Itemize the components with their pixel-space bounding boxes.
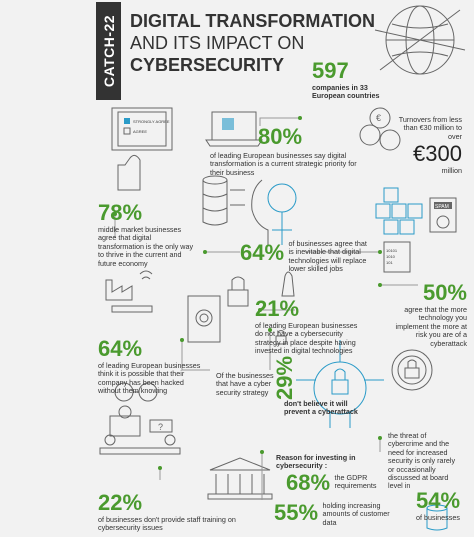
stat-29-text: don't believe it will prevent a cyberatt… — [284, 399, 358, 417]
stat-29-value: 29% — [272, 355, 297, 400]
svg-text:€: € — [376, 113, 381, 123]
stat-50-value: 50% — [422, 280, 467, 305]
stat-78: 78% middle market businesses agree that … — [98, 200, 198, 268]
stat-68-text: the GDPR requirements — [334, 473, 377, 491]
stat-54-tail: of businesses — [416, 513, 460, 522]
spam-label: SPAM — [435, 204, 449, 210]
cubes-icon — [375, 187, 423, 235]
small-padlock-icon — [275, 330, 287, 345]
stat-54: 54% of businesses — [416, 488, 474, 522]
stat-68-value: 68% — [286, 470, 331, 495]
stat-21-value: 21% — [255, 296, 300, 321]
svg-text:?: ? — [158, 422, 163, 432]
survey-label-1: STRONGLY AGREE — [133, 119, 170, 124]
svg-text:10101: 10101 — [386, 248, 398, 253]
stat-80-text: of leading European businesses say digit… — [210, 151, 357, 177]
stat-21: 21% of leading European businesses do no… — [255, 296, 365, 356]
euro-coins-icon: € — [359, 107, 401, 151]
stat-55-value: 55% — [274, 500, 319, 525]
handcuffs-icon — [114, 382, 158, 402]
companies-text: companies in 33 European countries — [312, 83, 380, 101]
stat-55-text: holding increasing amounts of customer d… — [322, 501, 390, 527]
stat-68-pre: Reason for investing in cybersecurity : — [276, 453, 356, 471]
stat-54-value: 54% — [416, 488, 461, 513]
globe-icon — [374, 5, 466, 75]
circuit-padlock-icon — [296, 340, 384, 428]
stat-22: 22% of businesses don't provide staff tr… — [98, 490, 248, 533]
companies-value: 597 — [312, 58, 349, 83]
title-line-1: DIGITAL TRANSFORMATION — [130, 11, 375, 31]
stat-64a-value: 64% — [240, 240, 285, 265]
stat-64-hacked: 64% of leading European businesses think… — [98, 336, 208, 396]
stat-64b-text: of leading European businesses think it … — [98, 361, 201, 396]
survey-label-2: AGREE — [133, 129, 147, 134]
laptop-icon — [205, 111, 263, 147]
meeting-icon: ? — [99, 405, 181, 455]
human-robot-icon — [251, 179, 297, 245]
stat-78-value: 78% — [98, 200, 143, 225]
stat-29-pre: Of the businesses that have a cyber secu… — [216, 371, 274, 397]
stat-50: 50% agree that the more technology you i… — [385, 280, 467, 348]
title-line-2: AND ITS IMPACT ON — [130, 33, 305, 53]
stat-80: 80% — [258, 124, 358, 150]
customer-database-icon — [426, 504, 448, 531]
stat-64a-text: of businesses agree that is inevitable t… — [288, 239, 367, 274]
page-title: DIGITAL TRANSFORMATION AND ITS IMPACT ON… — [130, 10, 400, 76]
stat-64b-value: 64% — [98, 336, 143, 361]
survey-icon: STRONGLY AGREE AGREE — [111, 107, 173, 191]
spam-icon: SPAM — [429, 197, 457, 233]
stat-78-text: middle market businesses agree that digi… — [98, 225, 194, 268]
stat-64-jobs: 64% of businesses agree that is inevitab… — [240, 239, 380, 274]
stat-54-text: the threat of cybercrime and the need fo… — [388, 431, 456, 491]
tablet-fingerprint-icon — [187, 276, 249, 343]
stat-68: 68% the GDPR requirements — [286, 470, 396, 496]
stat-29: 29% — [268, 356, 298, 402]
stat-50-text: agree that the more technology you imple… — [395, 305, 467, 348]
catch22-tag: CATCH-22 — [96, 2, 121, 100]
factory-icon — [105, 270, 153, 313]
svg-text:101: 101 — [386, 260, 393, 265]
title-line-3: CYBERSECURITY — [130, 55, 285, 75]
stat-21-text: of leading European businesses do not ha… — [255, 321, 358, 356]
binary-icon: 10101 1010 101 — [383, 241, 411, 273]
turnover-text: Turnovers from less than €30 million to … — [398, 115, 462, 141]
stat-22-text: of businesses don't provide staff traini… — [98, 515, 236, 533]
building-columns-icon — [207, 457, 273, 500]
database-icon — [202, 175, 245, 226]
turnover-value: €300 — [413, 141, 462, 167]
stat-80-value: 80% — [258, 124, 303, 149]
companies-stat: 597 companies in 33 European countries — [312, 58, 382, 101]
stat-22-value: 22% — [98, 490, 143, 515]
turnover-unit: million — [441, 166, 462, 176]
padlock-virus-icon — [391, 349, 433, 391]
stat-55: 55% holding increasing amounts of custom… — [274, 500, 414, 527]
turnover-stat: Turnovers from less than €30 million to … — [398, 115, 462, 176]
connector-lines — [113, 116, 418, 500]
svg-text:1010: 1010 — [386, 254, 396, 259]
chess-piece-icon — [281, 271, 295, 297]
